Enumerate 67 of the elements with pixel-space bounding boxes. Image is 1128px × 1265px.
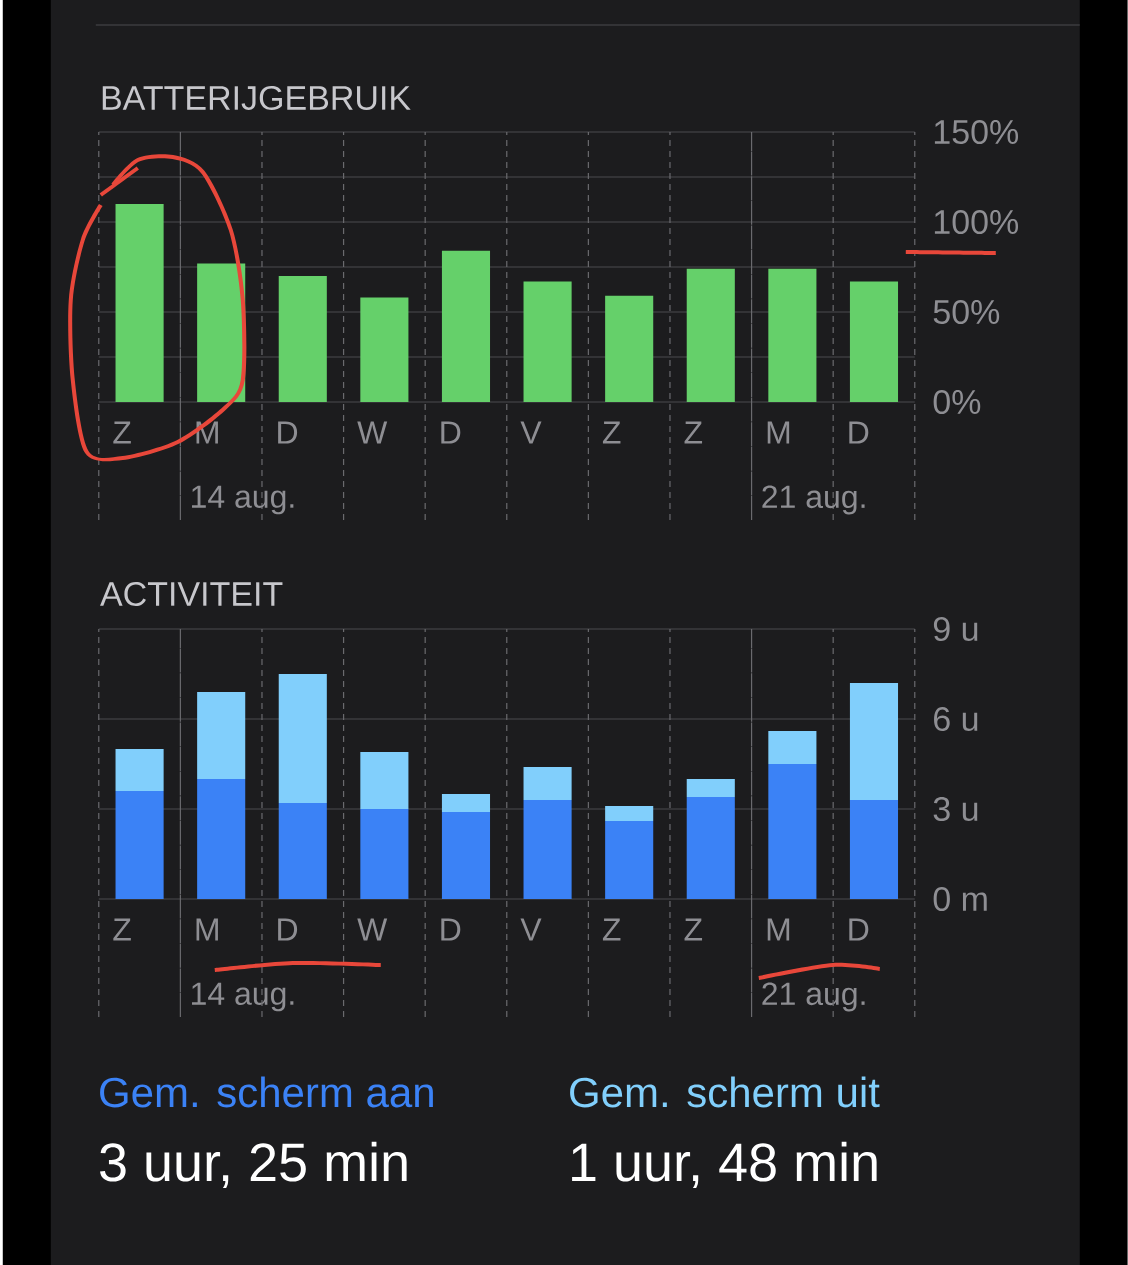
y-tick-label: 9 u <box>934 616 978 642</box>
bar <box>360 809 409 899</box>
bar <box>197 692 246 779</box>
text: 14 aug. <box>192 982 294 1012</box>
x-tick-label: V <box>520 421 542 444</box>
bar <box>442 250 491 402</box>
x-tick-label: W <box>357 421 388 444</box>
x-tick-label: D <box>849 421 869 444</box>
text: 3 uur, 25 min <box>100 1141 407 1188</box>
text: Gem. scherm aan <box>100 1076 433 1108</box>
x-tick-label: Z <box>684 918 703 941</box>
bar <box>850 683 899 800</box>
text: 14 aug. <box>192 485 294 515</box>
y-tick-label: 100% <box>935 209 1019 235</box>
text: 1 uur, 48 min <box>572 1141 877 1188</box>
bar <box>605 806 654 821</box>
bar <box>850 800 899 899</box>
y-tick-label: 6 u <box>934 706 978 732</box>
chart-title: BATTERIJGEBRUIK <box>102 85 411 111</box>
chart-title: ACTIVITEIT <box>100 581 283 607</box>
bar <box>768 731 817 764</box>
bar <box>686 268 735 402</box>
x-tick-label: Z <box>684 421 703 444</box>
bar <box>360 752 409 809</box>
x-tick-label: M <box>196 918 219 941</box>
bar <box>115 749 164 791</box>
bar <box>442 812 491 899</box>
y-tick-label: 50% <box>933 299 1000 325</box>
x-tick-label: D <box>278 918 298 941</box>
x-tick-label: D <box>441 421 461 444</box>
x-tick-label: D <box>849 918 869 941</box>
x-tick-label: Z <box>603 918 621 941</box>
bar <box>686 797 735 899</box>
bar <box>115 203 164 402</box>
bar <box>360 297 409 402</box>
bar <box>278 275 327 402</box>
y-tick-label: 3 u <box>933 796 978 822</box>
x-tick-label: D <box>441 918 461 941</box>
bar <box>768 764 817 899</box>
x-tick-label: Z <box>113 421 131 444</box>
bar <box>197 263 246 402</box>
bar <box>686 779 735 797</box>
y-tick-label: 0% <box>933 389 981 415</box>
x-tick-label: Z <box>603 421 621 444</box>
bar <box>523 800 572 899</box>
bar <box>197 779 246 899</box>
bar <box>442 793 491 812</box>
bar <box>278 674 327 803</box>
bar <box>605 820 654 899</box>
y-tick-label: 0 m <box>933 886 987 912</box>
bar <box>115 791 164 899</box>
bar <box>523 281 572 402</box>
text: Gem. scherm uit <box>570 1076 880 1108</box>
x-tick-label: V <box>520 918 542 941</box>
text: 21 aug. <box>762 982 865 1012</box>
x-tick-label: Z <box>113 918 131 941</box>
bar <box>605 295 654 402</box>
x-tick-label: M <box>767 421 790 444</box>
x-tick-label: M <box>767 918 790 941</box>
bar <box>768 268 817 402</box>
x-tick-label: W <box>357 918 388 941</box>
text: 21 aug. <box>762 485 865 515</box>
bar <box>278 803 327 899</box>
bar <box>850 281 899 402</box>
x-tick-label: D <box>278 421 298 444</box>
bar <box>523 767 572 800</box>
y-tick-label: 150% <box>935 119 1019 145</box>
